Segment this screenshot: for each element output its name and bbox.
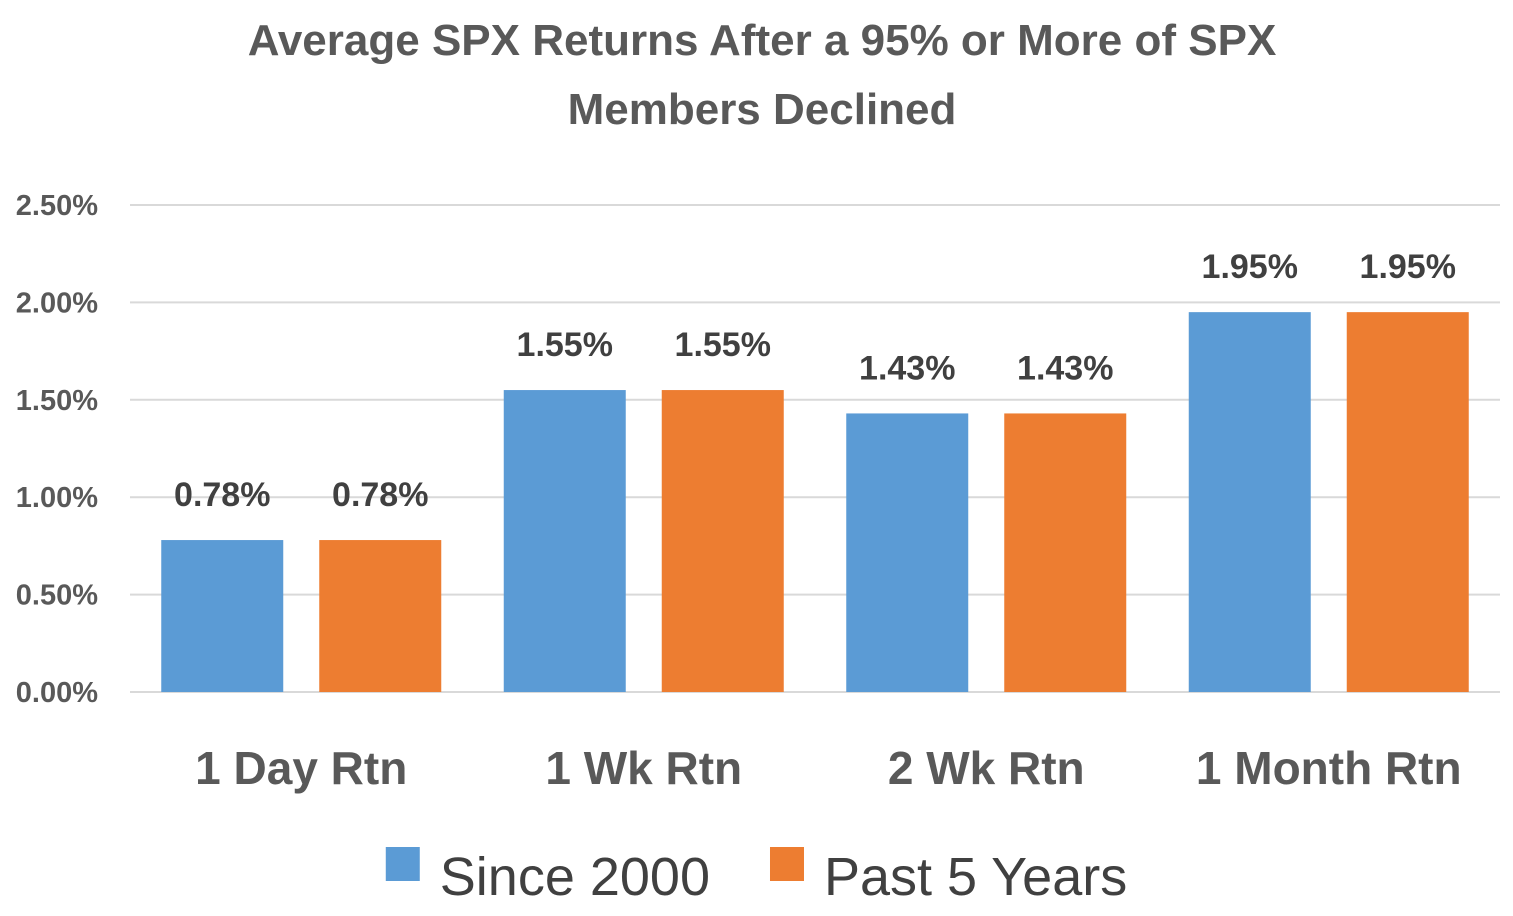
x-category-label: 1 Wk Rtn bbox=[545, 742, 742, 794]
y-tick-label: 0.50% bbox=[16, 580, 98, 612]
bar bbox=[503, 390, 626, 692]
y-tick-label: 2.50% bbox=[16, 190, 98, 222]
bar bbox=[1004, 413, 1127, 692]
data-labels: 0.78% 0.78% 1.55% 1.55% 1.43% 1.43% 1.95% 1.95% bbox=[174, 248, 1456, 514]
chart-title-line-2: Members Declined bbox=[568, 85, 957, 134]
x-category-label: 1 Month Rtn bbox=[1196, 742, 1462, 794]
legend: Since 2000 Past 5 Years bbox=[385, 847, 1127, 907]
bars bbox=[161, 312, 1469, 692]
x-category-label: 1 Day Rtn bbox=[195, 742, 407, 794]
chart-title-line-1: Average SPX Returns After a 95% or More … bbox=[248, 16, 1277, 65]
y-axis-tick-labels: 0.00% 0.50% 1.00% 1.50% 2.00% 2.50% bbox=[16, 190, 98, 709]
y-tick-label: 2.00% bbox=[16, 287, 98, 319]
x-category-label: 2 Wk Rtn bbox=[888, 742, 1085, 794]
data-label: 0.78% bbox=[332, 476, 428, 514]
bar bbox=[319, 540, 442, 692]
legend-swatch bbox=[769, 847, 804, 881]
bar bbox=[846, 413, 969, 692]
bar bbox=[661, 390, 784, 692]
y-tick-label: 0.00% bbox=[16, 677, 98, 709]
data-label: 1.95% bbox=[1360, 248, 1456, 286]
data-label: 0.78% bbox=[174, 476, 270, 514]
data-label: 1.43% bbox=[1017, 349, 1113, 387]
data-label: 1.55% bbox=[675, 326, 771, 364]
bar bbox=[161, 540, 284, 692]
chart-title: Average SPX Returns After a 95% or More … bbox=[248, 16, 1277, 134]
y-tick-label: 1.50% bbox=[16, 385, 98, 417]
data-label: 1.43% bbox=[859, 349, 955, 387]
legend-label: Since 2000 bbox=[440, 847, 710, 907]
x-axis-category-labels: 1 Day Rtn 1 Wk Rtn 2 Wk Rtn 1 Month Rtn bbox=[195, 742, 1461, 794]
bar bbox=[1346, 312, 1469, 692]
data-label: 1.55% bbox=[517, 326, 613, 364]
legend-swatch bbox=[385, 847, 420, 881]
data-label: 1.95% bbox=[1202, 248, 1298, 286]
legend-label: Past 5 Years bbox=[824, 847, 1127, 907]
bar bbox=[1188, 312, 1311, 692]
y-tick-label: 1.00% bbox=[16, 482, 98, 514]
